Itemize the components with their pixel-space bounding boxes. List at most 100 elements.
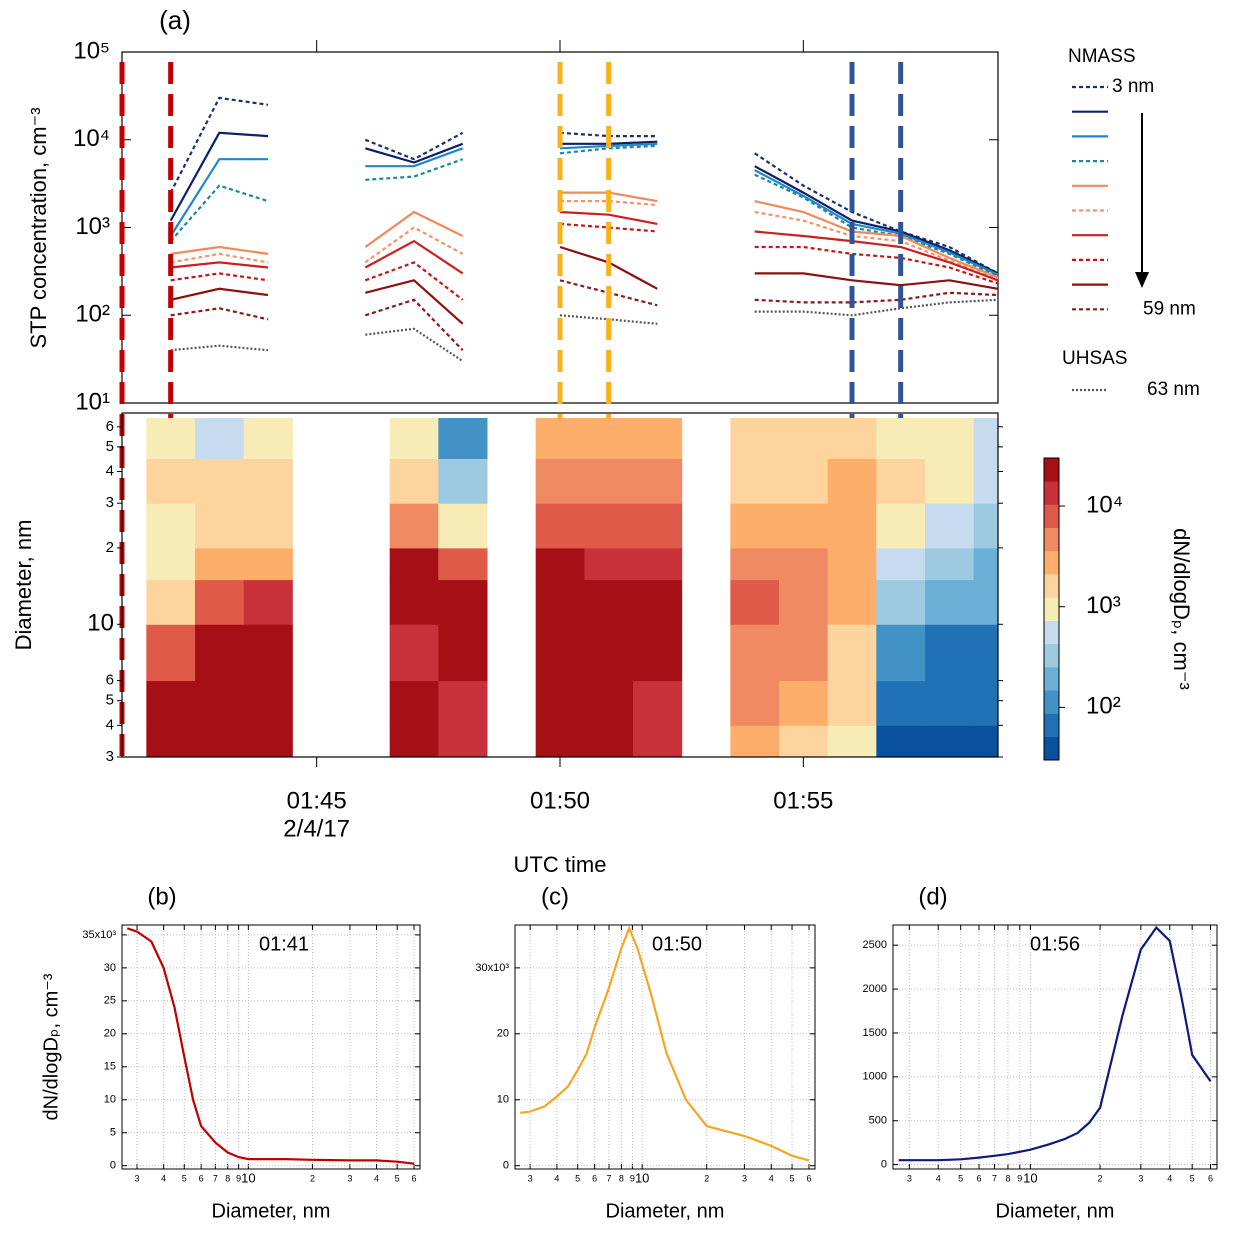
x-tick-label: 2: [1098, 1173, 1103, 1183]
x-tick-label: 10: [1023, 1170, 1037, 1185]
series-line: [170, 222, 999, 301]
heatmap-cell: [584, 503, 634, 549]
heatmap-cell: [876, 624, 926, 682]
annotation: 01:56: [1030, 933, 1080, 955]
heatmap-cell: [584, 579, 634, 625]
heatmap-cell: [973, 725, 999, 758]
heatmap-cell: [730, 725, 780, 758]
heatmap-cell: [973, 547, 999, 581]
y-tick-label: 3: [106, 494, 114, 511]
colorbar-step: [1044, 690, 1059, 714]
y-tick-label: 6: [106, 672, 114, 689]
colorbar-step: [1044, 481, 1059, 505]
x-tick-label: 9: [1017, 1173, 1022, 1183]
spectrum-line: [520, 925, 810, 1162]
heatmap-cell: [779, 624, 829, 682]
colorbar-step: [1044, 620, 1059, 645]
heatmap-cell: [146, 725, 196, 758]
heatmap-cell: [438, 579, 488, 625]
colorbar-step: [1044, 550, 1059, 575]
heatmap-cell: [243, 624, 293, 682]
spectrum-line: [126, 927, 415, 1165]
x-tick-label: 5: [958, 1173, 963, 1183]
x-tick-label: 5: [575, 1173, 580, 1183]
panel-label: (d): [918, 883, 947, 910]
heatmap-cell: [779, 503, 829, 549]
heatmap-cell: [146, 547, 196, 581]
y-tick-label: 30: [104, 962, 116, 974]
heatmap-cell: [876, 579, 926, 625]
colorbar-label: dN/dlogDₚ, cm⁻³: [1169, 528, 1194, 690]
x-tick-label: 7: [213, 1173, 218, 1183]
x-tick-label: 7: [992, 1173, 997, 1183]
y-tick-label: 4: [106, 716, 114, 733]
heatmap-cell: [535, 417, 585, 460]
legend-arrow-head: [1135, 272, 1149, 288]
heatmap-cell: [243, 458, 293, 504]
colorbar-step: [1044, 736, 1059, 761]
heatmap-cell: [827, 417, 877, 460]
heatmap-cell: [389, 680, 439, 726]
x-tick-label: 6: [1208, 1173, 1213, 1183]
heatmap-cell: [195, 503, 245, 549]
heatmap-cell: [438, 458, 488, 504]
x-tick-label: 4: [374, 1173, 379, 1183]
series-line: [169, 96, 999, 275]
y-tick-label: 6: [106, 418, 114, 435]
y-tick-label: 5: [106, 438, 114, 455]
panel-label: (b): [147, 883, 176, 910]
heatmap-cell: [146, 624, 196, 682]
colorbar-step: [1044, 504, 1059, 528]
x-tick-label: 9: [630, 1173, 635, 1183]
heatmap-cell: [535, 503, 585, 549]
series-line: [170, 210, 999, 282]
heatmap-cell: [633, 458, 683, 504]
heatmap-cell: [827, 624, 877, 682]
heatmap-cell: [389, 624, 439, 682]
x-tick-label: 9: [236, 1173, 241, 1183]
x-axis-label: Diameter, nm: [212, 1200, 331, 1222]
heatmap-cell: [633, 417, 683, 460]
heatmap-cell: [876, 417, 926, 460]
colorbar-step: [1044, 574, 1059, 598]
y-tick-label: 30x10³: [475, 962, 509, 974]
y-tick-label: 1500: [863, 1027, 887, 1039]
y-tick-label: 0: [881, 1159, 887, 1171]
heatmap-cell: [730, 680, 780, 726]
heatmap-cell: [730, 547, 780, 581]
y-tick-label: 5: [106, 692, 114, 709]
colorbar-frame: [1043, 457, 1060, 761]
x-tick-label: 3: [347, 1173, 352, 1183]
heatmap-cell: [827, 503, 877, 549]
x-axis-label: UTC time: [514, 852, 607, 877]
annotation: 01:50: [652, 933, 702, 955]
x-tick-label: 8: [1005, 1173, 1010, 1183]
colorbar-step: [1044, 458, 1059, 482]
heatmap-cell: [146, 503, 196, 549]
heatmap-cell: [730, 417, 780, 460]
heatmap-cell: [584, 547, 634, 581]
heatmap-cell: [243, 503, 293, 549]
heatmap-cell: [876, 680, 926, 726]
heatmap-cell: [146, 579, 196, 625]
heatmap-cell: [633, 547, 683, 581]
heatmap-cell: [535, 624, 585, 682]
series-line: [170, 298, 999, 363]
heatmap-cell: [584, 725, 634, 758]
heatmap-cell: [535, 680, 585, 726]
heatmap-cell: [243, 579, 293, 625]
colorbar-step: [1044, 527, 1059, 552]
heatmap-cell: [730, 458, 780, 504]
colorbar-tick-label: 10⁴: [1086, 491, 1123, 518]
colorbar-tick-label: 10³: [1086, 592, 1121, 619]
heatmap-cell: [195, 624, 245, 682]
series-line: [169, 144, 999, 278]
heatmap-cell: [389, 579, 439, 625]
heatmap-cell: [925, 458, 975, 504]
y-tick-label: 15: [104, 1061, 116, 1073]
heatmap-cell: [584, 680, 634, 726]
y-tick-label: 3: [106, 748, 114, 765]
x-tick-label: 10: [635, 1170, 649, 1185]
y-tick-label: 0: [110, 1160, 116, 1172]
heatmap-cell: [973, 458, 999, 504]
